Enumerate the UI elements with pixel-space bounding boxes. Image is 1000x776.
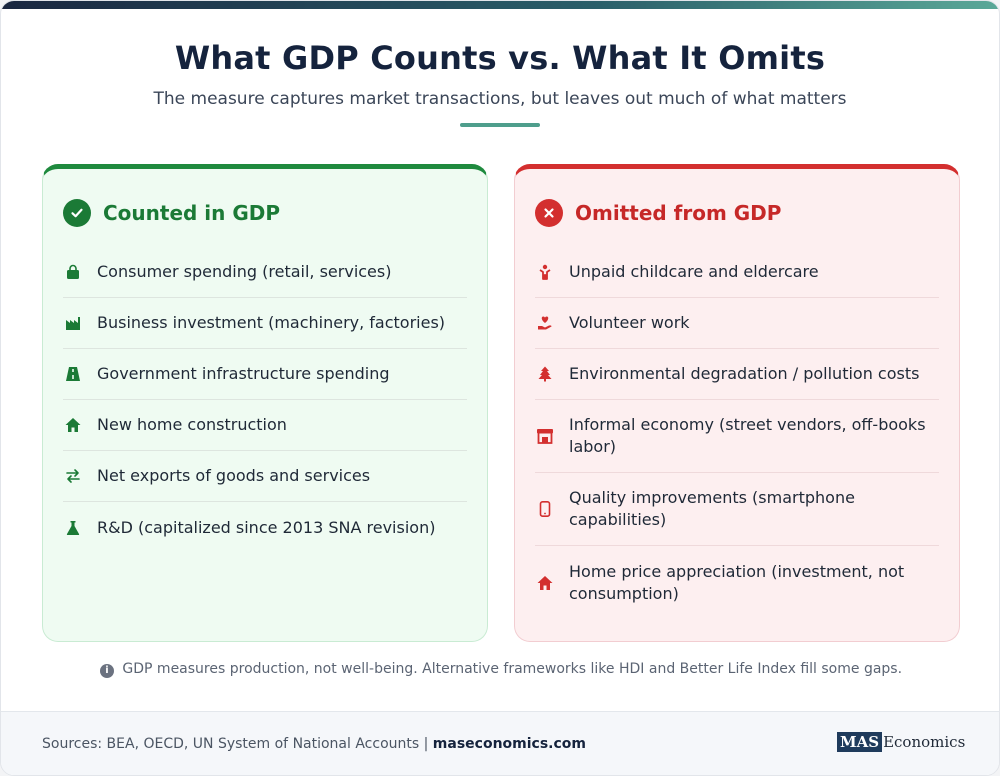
list-item: Informal economy (street vendors, off-bo… (535, 400, 939, 473)
info-icon: i (99, 663, 114, 678)
list-item-label: Home price appreciation (investment, not… (569, 561, 905, 603)
list-item: Environmental degradation / pollution co… (535, 349, 939, 400)
counted-panel-title: Counted in GDP (103, 201, 281, 225)
list-item-label: Environmental degradation / pollution co… (569, 364, 920, 383)
child-icon (535, 262, 555, 282)
sources-line: Sources: BEA, OECD, UN System of Nationa… (42, 736, 586, 752)
list-item-label: Government infrastructure spending (97, 364, 390, 383)
check-circle-icon (63, 199, 91, 227)
page-title: What GDP Counts vs. What It Omits (174, 39, 826, 77)
list-item-label: Unpaid childcare and eldercare (569, 262, 819, 281)
smartphone-icon (535, 499, 555, 519)
flask-icon (63, 518, 83, 538)
sources-text: Sources: BEA, OECD, UN System of Nationa… (42, 736, 429, 752)
counted-panel: Counted in GDP Consumer spending (retail… (42, 164, 488, 642)
title-divider (460, 123, 540, 127)
shopping-bag-icon (63, 262, 83, 282)
list-item: Home price appreciation (investment, not… (535, 546, 939, 619)
omitted-panel-title: Omitted from GDP (575, 201, 782, 225)
list-item: Quality improvements (smartphone capabil… (535, 473, 939, 546)
house-icon (535, 573, 555, 593)
road-icon (63, 364, 83, 384)
list-item: Unpaid childcare and eldercare (535, 247, 939, 298)
hand-heart-icon (535, 313, 555, 333)
house-icon (63, 415, 83, 435)
counted-panel-header: Counted in GDP (63, 197, 467, 229)
store-icon (535, 426, 555, 446)
brand-logo: MAS Economics (837, 732, 965, 752)
list-item: Volunteer work (535, 298, 939, 349)
omitted-panel: Omitted from GDP Unpaid childcare and el… (514, 164, 960, 642)
tree-icon (535, 364, 555, 384)
list-item-label: Informal economy (street vendors, off-bo… (569, 415, 926, 456)
list-item-label: Quality improvements (smartphone capabil… (569, 488, 855, 529)
list-item: New home construction (63, 400, 467, 451)
list-item: Net exports of goods and services (63, 451, 467, 502)
list-item-label: Consumer spending (retail, services) (97, 262, 392, 281)
factory-icon (63, 313, 83, 333)
list-item-label: Business investment (machinery, factorie… (97, 313, 446, 332)
list-item: Government infrastructure spending (63, 349, 467, 400)
exchange-arrows-icon (63, 466, 83, 486)
footer: Sources: BEA, OECD, UN System of Nationa… (1, 711, 999, 775)
footnote-text: GDP measures production, not well-being.… (122, 661, 903, 677)
list-item-label: R&D (capitalized since 2013 SNA revision… (97, 517, 436, 537)
x-circle-icon (535, 199, 563, 227)
list-item-label: New home construction (97, 415, 287, 434)
list-item: Consumer spending (retail, services) (63, 247, 467, 298)
logo-mark: MAS (837, 732, 883, 752)
logo-wordmark: Economics (883, 733, 966, 751)
page-subtitle: The measure captures market transactions… (153, 89, 847, 109)
list-item-label: Volunteer work (569, 313, 690, 332)
footnote: i GDP measures production, not well-bein… (1, 661, 999, 678)
omitted-panel-header: Omitted from GDP (535, 197, 939, 229)
top-accent-bar (1, 1, 999, 9)
list-item: R&D (capitalized since 2013 SNA revision… (63, 502, 467, 553)
site-link[interactable]: maseconomics.com (432, 736, 587, 752)
list-item-label: Net exports of goods and services (97, 466, 371, 485)
list-item: Business investment (machinery, factorie… (63, 298, 467, 349)
